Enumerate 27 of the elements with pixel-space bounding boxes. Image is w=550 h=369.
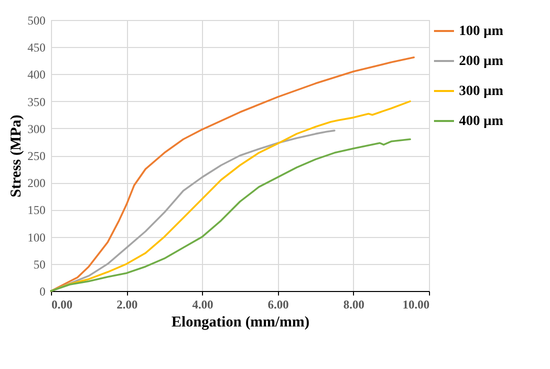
legend-label: 400 µm bbox=[459, 114, 504, 129]
legend-label: 100 µm bbox=[459, 24, 504, 39]
legend-label: 300 µm bbox=[459, 84, 504, 99]
line-series bbox=[50, 130, 336, 292]
x-tick-label: 8.00 bbox=[343, 298, 364, 312]
y-tick-label: 100 bbox=[28, 230, 46, 244]
y-axis-title: Stress (MPa) bbox=[8, 114, 24, 198]
x-tick-label: 2.00 bbox=[116, 298, 138, 312]
x-axis-title: Elongation (mm/mm) bbox=[172, 314, 310, 330]
y-tick-label: 500 bbox=[28, 14, 46, 28]
x-tick-label: 0.00 bbox=[52, 298, 72, 312]
x-tick-label: 6.00 bbox=[268, 298, 289, 312]
y-tick-label: 200 bbox=[28, 176, 46, 190]
legend-label: 200 µm bbox=[459, 54, 504, 69]
line-series bbox=[50, 138, 411, 292]
y-tick-label: 400 bbox=[28, 68, 46, 82]
x-tick-label: 10.00 bbox=[402, 298, 430, 312]
y-tick-label: 350 bbox=[28, 94, 46, 109]
y-tick-label: 50 bbox=[34, 257, 46, 272]
x-tick-label: 4.00 bbox=[192, 298, 214, 312]
y-tick-label: 0 bbox=[40, 284, 46, 298]
y-tick-label: 450 bbox=[28, 40, 46, 55]
line-series bbox=[50, 100, 411, 292]
line-series bbox=[50, 56, 415, 292]
y-tick-label: 300 bbox=[28, 122, 46, 136]
y-tick-label: 150 bbox=[28, 203, 46, 218]
y-tick-label: 250 bbox=[28, 149, 46, 163]
